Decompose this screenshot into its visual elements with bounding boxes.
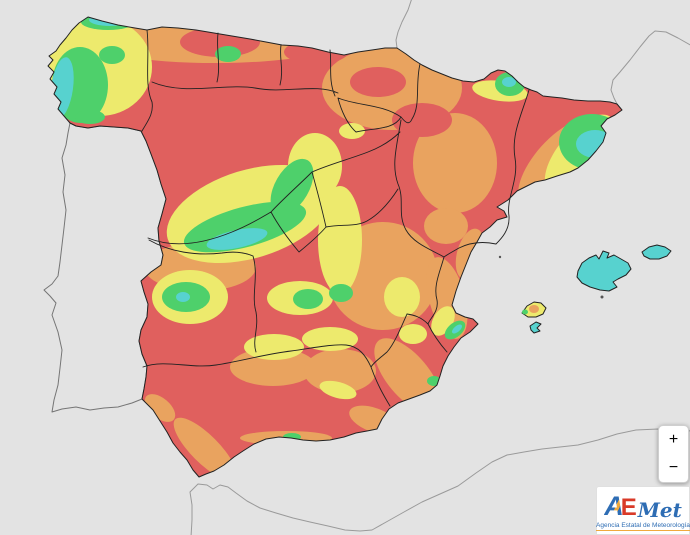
aemet-logo: A E Met Agencia Estatal de Meteorología: [596, 486, 690, 535]
formentera-island[interactable]: [529, 321, 542, 334]
africa-coastline: [189, 428, 690, 535]
france-mediterranean-coast: [610, 30, 690, 105]
cabrera-islet: [600, 295, 604, 299]
logo-letter-a: A: [604, 490, 624, 521]
zoom-control: + −: [658, 425, 689, 483]
logo-letter-e: E: [620, 493, 637, 521]
zoom-out-button[interactable]: −: [659, 454, 688, 482]
france-atlantic-coast: [395, 0, 412, 49]
menorca-island[interactable]: [641, 244, 672, 260]
ibiza-orange-core: [529, 305, 539, 313]
region-borders: [141, 29, 530, 407]
balearic-islands[interactable]: [498, 244, 672, 334]
aemet-tagline: Agencia Estatal de Meteorología: [596, 521, 690, 531]
mallorca-island[interactable]: [576, 250, 632, 292]
zoom-in-button[interactable]: +: [659, 426, 688, 454]
spain-coastline: [47, 16, 623, 478]
logo-letters-met: Met: [637, 497, 682, 522]
columbretes-islet: [498, 255, 502, 259]
aemet-wordmark: A E Met: [604, 490, 682, 522]
ibiza-green-edge: [522, 309, 528, 315]
climate-raster-overlay: [48, 17, 622, 477]
